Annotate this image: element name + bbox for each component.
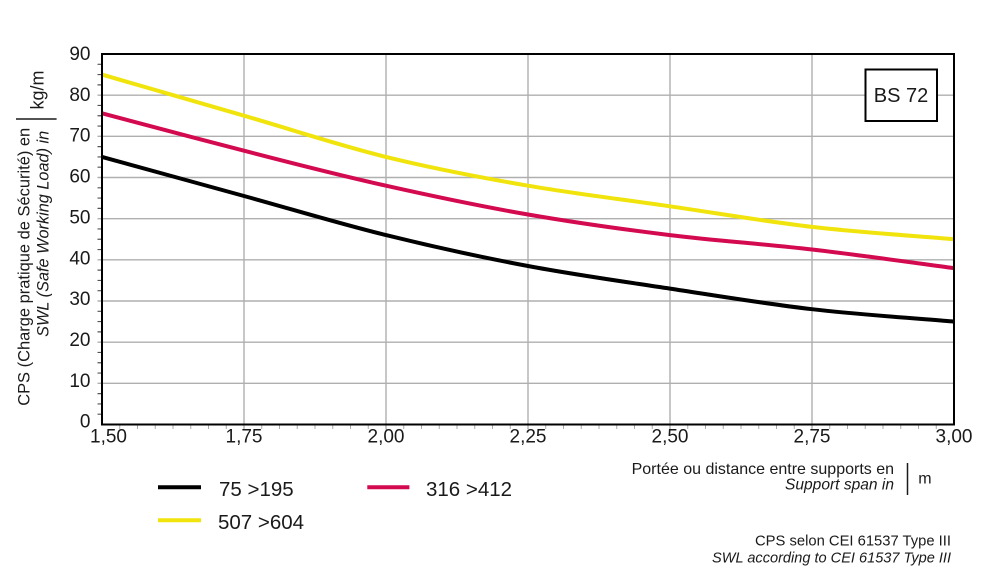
svg-text:Portée ou distance entre suppo: Portée ou distance entre supports en xyxy=(632,461,894,478)
svg-text:40: 40 xyxy=(69,248,90,269)
svg-text:kg/m: kg/m xyxy=(27,70,47,109)
svg-text:CPS selon CEI 61537 Type III: CPS selon CEI 61537 Type III xyxy=(755,533,951,550)
svg-text:0: 0 xyxy=(80,412,91,433)
svg-text:3,00: 3,00 xyxy=(936,426,973,447)
svg-text:20: 20 xyxy=(69,330,90,351)
svg-text:2,50: 2,50 xyxy=(652,426,689,447)
svg-text:1,50: 1,50 xyxy=(90,426,127,447)
svg-text:90: 90 xyxy=(69,44,90,65)
svg-text:10: 10 xyxy=(69,371,90,392)
svg-text:2,25: 2,25 xyxy=(510,426,547,447)
svg-text:2,00: 2,00 xyxy=(368,426,405,447)
svg-text:BS 72: BS 72 xyxy=(874,85,928,107)
svg-text:m: m xyxy=(918,471,931,488)
svg-text:80: 80 xyxy=(69,85,90,106)
svg-text:50: 50 xyxy=(69,207,90,228)
svg-text:30: 30 xyxy=(69,289,90,310)
svg-text:SWL according to CEI 61537 Typ: SWL according to CEI 61537 Type III xyxy=(712,550,951,567)
svg-text:507 >604: 507 >604 xyxy=(218,511,304,534)
svg-text:75 >195: 75 >195 xyxy=(219,478,294,501)
svg-text:1,75: 1,75 xyxy=(226,426,263,447)
svg-text:316 >412: 316 >412 xyxy=(426,478,512,501)
svg-text:2,75: 2,75 xyxy=(794,426,831,447)
svg-text:70: 70 xyxy=(69,126,90,147)
svg-text:60: 60 xyxy=(69,167,90,188)
svg-text:CPS (Charge pratique de Sécuri: CPS (Charge pratique de Sécurité) en xyxy=(16,128,34,406)
svg-text:Support span in: Support span in xyxy=(785,477,894,494)
svg-text:SWL (Safe Working Load) in: SWL (Safe Working Load) in xyxy=(35,131,53,337)
